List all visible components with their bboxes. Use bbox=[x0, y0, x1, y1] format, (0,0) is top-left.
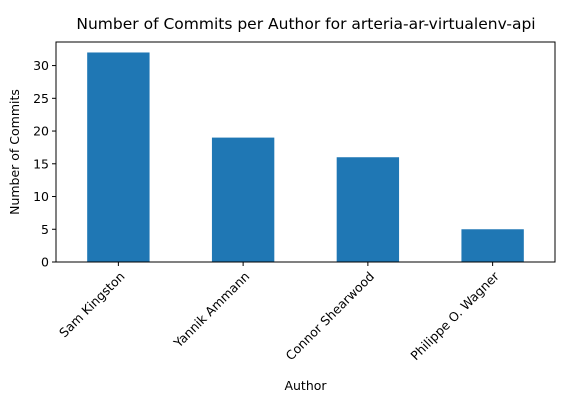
y-tick-label: 20 bbox=[33, 124, 49, 139]
bar-connor-shearwood bbox=[336, 157, 400, 262]
y-tick-label: 15 bbox=[33, 156, 49, 171]
bar-yannik-ammann bbox=[211, 137, 275, 262]
x-tick-label: Yannik Ammann bbox=[170, 269, 252, 351]
y-tick-label: 5 bbox=[41, 222, 49, 237]
y-tick-label: 25 bbox=[33, 91, 49, 106]
y-tick-label: 10 bbox=[33, 189, 49, 204]
bar-sam-kingston bbox=[87, 52, 150, 262]
x-tick-label: Sam Kingston bbox=[56, 269, 128, 341]
y-axis: 0 5 10 15 20 25 30 bbox=[33, 58, 56, 270]
x-axis-label: Author bbox=[284, 378, 327, 393]
y-axis-label: Number of Commits bbox=[7, 89, 22, 215]
x-tick-label: Connor Shearwood bbox=[282, 269, 377, 364]
x-tick-label: Philippe O. Wagner bbox=[407, 268, 502, 363]
y-tick-label: 0 bbox=[41, 255, 49, 270]
chart-title: Number of Commits per Author for arteria… bbox=[76, 15, 535, 33]
bars-group bbox=[87, 52, 524, 262]
x-axis: Sam Kingston Yannik Ammann Connor Shearwoo… bbox=[56, 262, 502, 363]
bar-philippe-o-wagner bbox=[461, 229, 524, 262]
y-tick-label: 30 bbox=[33, 58, 49, 73]
plot-frame bbox=[55, 41, 556, 263]
